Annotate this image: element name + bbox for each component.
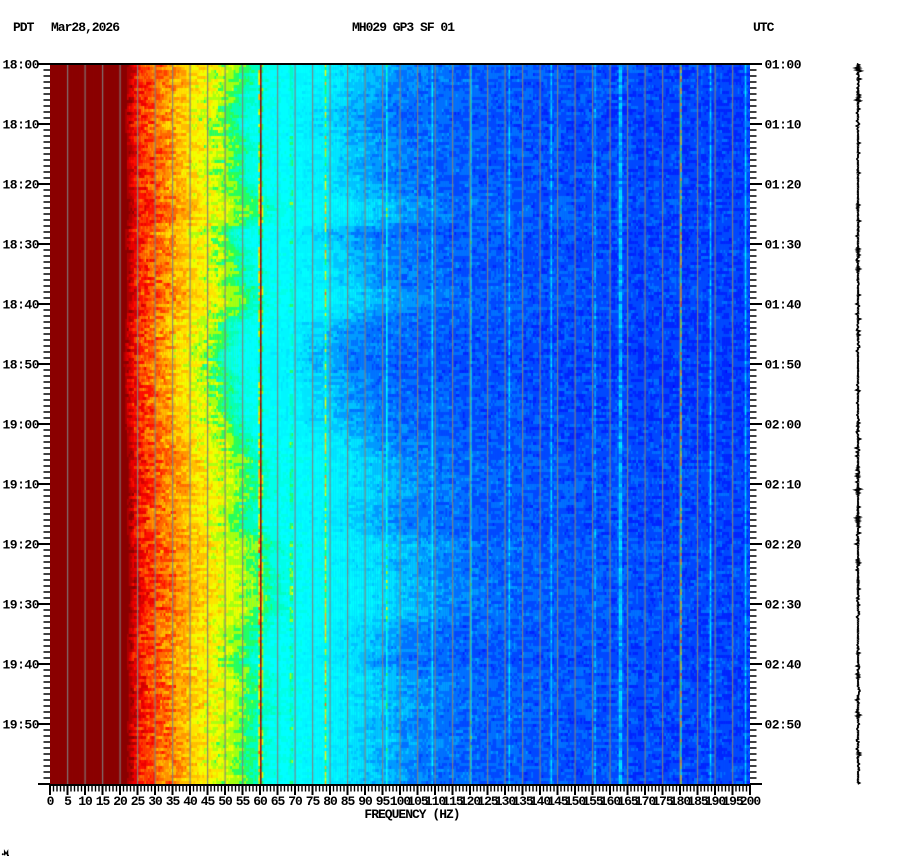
svg-text:02:50: 02:50: [765, 718, 802, 733]
svg-text:02:30: 02:30: [765, 598, 802, 613]
svg-text:19:10: 19:10: [2, 478, 39, 493]
svg-text:175: 175: [652, 794, 674, 809]
svg-text:FREQUENCY (HZ): FREQUENCY (HZ): [364, 807, 459, 822]
svg-text:19:30: 19:30: [2, 598, 39, 613]
svg-text:MH029 GP3 SF 01: MH029 GP3 SF 01: [352, 20, 455, 35]
svg-text:10: 10: [78, 794, 93, 809]
svg-text:UTC: UTC: [753, 20, 775, 35]
svg-text:150: 150: [565, 794, 587, 809]
svg-text:165: 165: [617, 794, 639, 809]
svg-text:18:50: 18:50: [2, 358, 39, 373]
svg-text:18:00: 18:00: [2, 58, 39, 73]
svg-text:105: 105: [407, 794, 429, 809]
svg-text:5: 5: [64, 794, 72, 809]
svg-text:40: 40: [183, 794, 198, 809]
svg-text:Mar28,2026: Mar28,2026: [51, 20, 120, 35]
svg-text:01:20: 01:20: [765, 178, 802, 193]
svg-text:130: 130: [495, 794, 517, 809]
svg-text:01:40: 01:40: [765, 298, 802, 313]
svg-text:02:40: 02:40: [765, 658, 802, 673]
svg-text:01:00: 01:00: [765, 58, 802, 73]
svg-text:PDT: PDT: [13, 20, 35, 35]
svg-text:35: 35: [166, 794, 181, 809]
svg-text:190: 190: [705, 794, 727, 809]
svg-text:195: 195: [722, 794, 744, 809]
svg-text:155: 155: [582, 794, 604, 809]
svg-text:85: 85: [341, 794, 356, 809]
svg-text:25: 25: [131, 794, 146, 809]
svg-text:110: 110: [425, 794, 447, 809]
svg-text:90: 90: [358, 794, 373, 809]
svg-text:145: 145: [547, 794, 569, 809]
svg-text:45: 45: [201, 794, 216, 809]
svg-text:01:50: 01:50: [765, 358, 802, 373]
svg-text:65: 65: [271, 794, 286, 809]
svg-text:80: 80: [323, 794, 338, 809]
svg-text:19:50: 19:50: [2, 718, 39, 733]
svg-text:160: 160: [600, 794, 622, 809]
svg-text:180: 180: [670, 794, 692, 809]
svg-text:18:20: 18:20: [2, 178, 39, 193]
svg-text:01:10: 01:10: [765, 118, 802, 133]
svg-text:170: 170: [635, 794, 657, 809]
svg-text:135: 135: [512, 794, 534, 809]
svg-text:02:00: 02:00: [765, 418, 802, 433]
svg-text:18:10: 18:10: [2, 118, 39, 133]
svg-text:200: 200: [740, 794, 762, 809]
svg-text:75: 75: [306, 794, 321, 809]
svg-text:50: 50: [218, 794, 233, 809]
svg-text:115: 115: [442, 794, 464, 809]
svg-text:125: 125: [477, 794, 499, 809]
svg-text:15: 15: [96, 794, 111, 809]
svg-text:01:30: 01:30: [765, 238, 802, 253]
svg-text:18:30: 18:30: [2, 238, 39, 253]
svg-text:100: 100: [390, 794, 412, 809]
svg-text:140: 140: [530, 794, 552, 809]
svg-text:02:10: 02:10: [765, 478, 802, 493]
svg-text:0: 0: [47, 794, 55, 809]
svg-text:60: 60: [253, 794, 268, 809]
svg-text:20: 20: [113, 794, 128, 809]
svg-text:30: 30: [148, 794, 163, 809]
svg-text:120: 120: [460, 794, 482, 809]
svg-text:19:40: 19:40: [2, 658, 39, 673]
svg-text:95: 95: [376, 794, 391, 809]
svg-text:18:40: 18:40: [2, 298, 39, 313]
svg-text:19:00: 19:00: [2, 418, 39, 433]
svg-text:55: 55: [236, 794, 251, 809]
svg-text:19:20: 19:20: [2, 538, 39, 553]
svg-text:02:20: 02:20: [765, 538, 802, 553]
svg-text:185: 185: [687, 794, 709, 809]
svg-text:70: 70: [288, 794, 303, 809]
